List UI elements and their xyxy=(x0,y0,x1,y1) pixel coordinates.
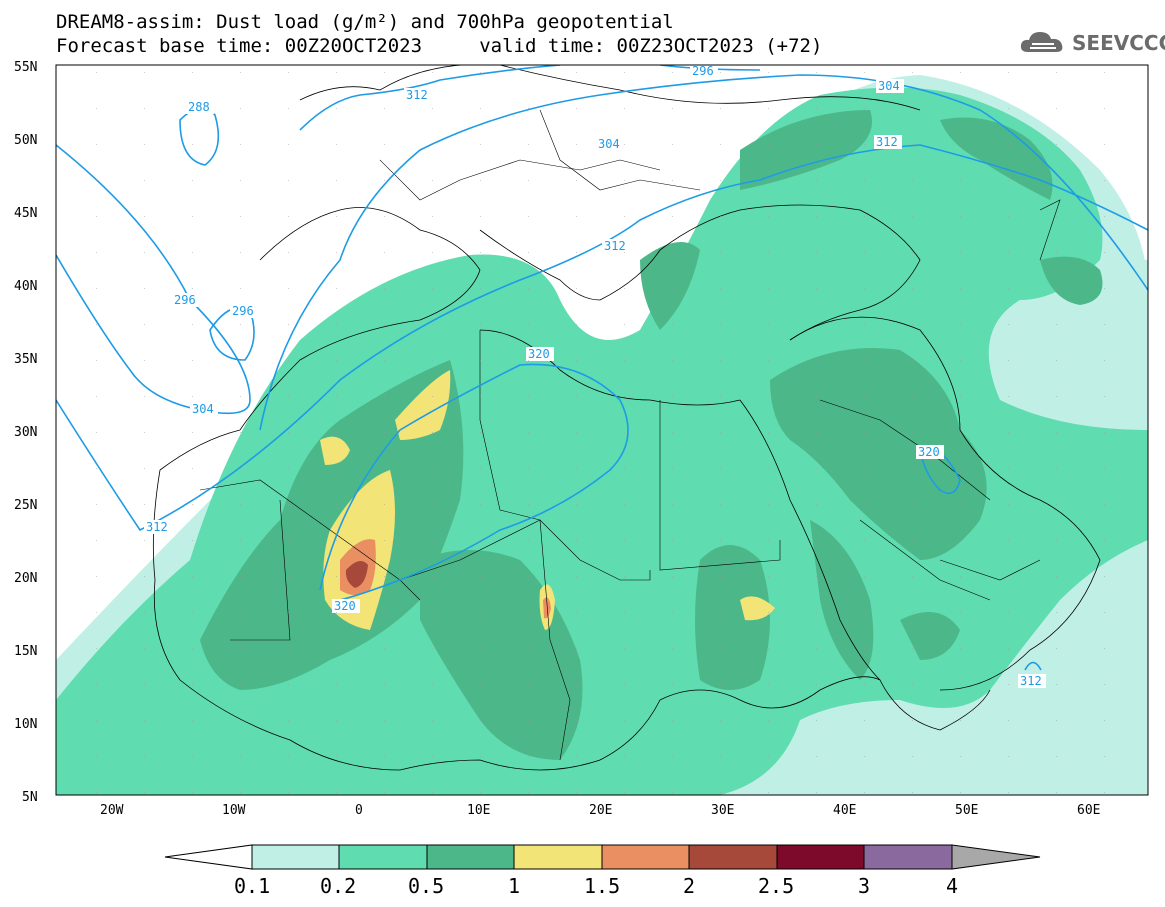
colorbar-swatch xyxy=(338,844,428,870)
colorbar-label: 1 xyxy=(508,874,520,898)
colorbar-swatch xyxy=(513,844,603,870)
colorbar-swatch xyxy=(863,844,953,870)
lat-label: 55N xyxy=(14,60,37,75)
plot-frame xyxy=(55,64,1149,796)
lon-label: 10E xyxy=(467,803,490,818)
lat-label: 25N xyxy=(14,498,37,513)
colorbar-swatch xyxy=(688,844,778,870)
colorbar-label: 2.5 xyxy=(758,874,794,898)
lon-label: 0 xyxy=(355,803,363,818)
colorbar-label: 2 xyxy=(683,874,695,898)
colorbar-label: 4 xyxy=(946,874,958,898)
logo-text: SEEVCCC xyxy=(1072,31,1165,55)
lon-label: 50E xyxy=(955,803,978,818)
colorbar-right-arrow xyxy=(951,844,1041,870)
lat-label: 5N xyxy=(22,790,38,805)
lat-label: 15N xyxy=(14,644,37,659)
colorbar-label: 1.5 xyxy=(584,874,620,898)
colorbar xyxy=(164,844,1041,870)
seevccc-logo: SEEVCCC xyxy=(1018,28,1165,58)
latitude-axis: 55N 50N 45N 40N 35N 30N 25N 20N 15N 10N … xyxy=(14,60,38,805)
map-title: DREAM8-assim: Dust load (g/m²) and 700hP… xyxy=(56,11,674,33)
lat-label: 30N xyxy=(14,425,37,440)
lon-label: 60E xyxy=(1077,803,1100,818)
colorbar-label: 0.5 xyxy=(408,874,444,898)
lat-label: 40N xyxy=(14,279,37,294)
lat-label: 35N xyxy=(14,352,37,367)
colorbar-label: 0.1 xyxy=(234,874,270,898)
lon-label: 20E xyxy=(589,803,612,818)
lon-label: 40E xyxy=(833,803,856,818)
forecast-times: Forecast base time: 00Z20OCT2023 valid t… xyxy=(56,35,823,57)
lat-label: 20N xyxy=(14,571,37,586)
lat-label: 45N xyxy=(14,206,37,221)
lon-label: 10W xyxy=(222,803,246,818)
colorbar-label: 3 xyxy=(858,874,870,898)
lat-label: 10N xyxy=(14,717,37,732)
colorbar-swatch xyxy=(601,844,690,870)
cloud-icon xyxy=(1020,32,1063,52)
colorbar-left-arrow xyxy=(164,844,253,870)
longitude-axis: 20W 10W 0 10E 20E 30E 40E 50E 60E xyxy=(100,803,1100,818)
grid-dots xyxy=(56,65,1148,795)
lat-label: 50N xyxy=(14,133,37,148)
lon-label: 20W xyxy=(100,803,124,818)
colorbar-swatch xyxy=(251,844,340,870)
lon-label: 30E xyxy=(711,803,734,818)
colorbar-swatch xyxy=(776,844,865,870)
colorbar-swatch xyxy=(426,844,515,870)
colorbar-label: 0.2 xyxy=(320,874,356,898)
colorbar-labels: 0.1 0.2 0.5 1 1.5 2 2.5 3 4 xyxy=(234,874,958,898)
